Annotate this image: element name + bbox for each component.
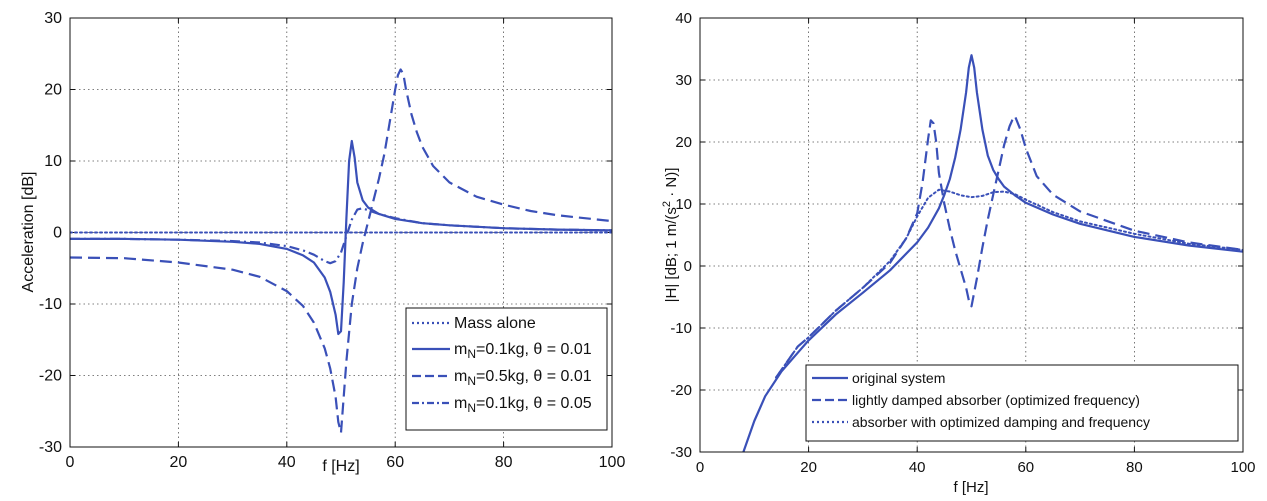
y-tick-label: -10 (670, 320, 692, 337)
y-tick-label: -20 (39, 368, 62, 385)
x-tick-label: 100 (1230, 459, 1255, 476)
axes-frame (699, 17, 1244, 453)
series-line-2 (70, 139, 612, 336)
legend-sub: N (467, 374, 476, 388)
x-tick-label: 0 (696, 459, 704, 476)
series-line-3 (775, 188, 1243, 379)
y-tick-label: -10 (39, 296, 62, 313)
x-tick-label: 20 (800, 459, 817, 476)
y-tick-label: 40 (675, 10, 692, 27)
y-tick-label: 30 (44, 10, 62, 27)
chart-1: 0 20 40 60 80 100 -30 -20 -10 0 10 20 30 f [Hz] Accele… (20, 10, 625, 475)
x-tick-label: 60 (386, 454, 404, 471)
x-tick-label: 80 (495, 454, 513, 471)
y-label-part: · N)] (663, 168, 680, 201)
x-tick-label: 20 (170, 454, 188, 471)
legend-rest: =0.1kg, θ = 0.05 (476, 395, 592, 412)
legend-main: m (454, 368, 467, 385)
legend-label-3: mN=0.5kg, θ = 0.01 (454, 368, 592, 388)
legend: original system lightly damped absorber (… (805, 364, 1239, 442)
legend-label-2: lightly damped absorber (optimized frequ… (852, 392, 1140, 408)
x-axis-label: f [Hz] (322, 458, 359, 475)
y-tick-label: 10 (675, 196, 692, 213)
legend-box (805, 364, 1239, 442)
y-axis-label: |H| [dB; 1 m/(s2 · N)] (661, 168, 680, 303)
legend-sub: N (467, 347, 476, 361)
y-tick-label: 20 (44, 82, 62, 99)
x-tick-label: 80 (1126, 459, 1143, 476)
series-line-3 (70, 68, 612, 434)
y-tick-label: -30 (39, 439, 62, 456)
legend-box (405, 307, 608, 431)
y-tick-label: 30 (675, 72, 692, 89)
legend-label-2: mN=0.1kg, θ = 0.01 (454, 341, 592, 361)
legend-main: m (454, 395, 467, 412)
legend-label-1: Mass alone (454, 315, 536, 332)
legend-label-1: original system (852, 370, 945, 386)
series-line-4 (70, 207, 612, 265)
y-label-sup: 2 (661, 201, 673, 207)
y-tick-label: 0 (53, 225, 62, 242)
legend-rest: =0.5kg, θ = 0.01 (476, 368, 592, 385)
legend-main: m (454, 341, 467, 358)
x-axis-label: f [Hz] (953, 479, 988, 496)
legend-rest: =0.1kg, θ = 0.01 (476, 341, 592, 358)
legend-label-3: absorber with optimized damping and freq… (852, 414, 1150, 430)
x-tick-label: 40 (909, 459, 926, 476)
y-label-part: |H| [dB; 1 m/(s (663, 207, 680, 302)
y-axis-label: Acceleration [dB] (20, 172, 37, 293)
series-line-1 (742, 54, 1243, 452)
y-tick-label: -20 (670, 382, 692, 399)
legend-label-4: mN=0.1kg, θ = 0.05 (454, 395, 592, 415)
y-tick-label: 20 (675, 134, 692, 151)
y-tick-label: 10 (44, 153, 62, 170)
x-tick-label: 0 (66, 454, 75, 471)
x-tick-label: 60 (1017, 459, 1034, 476)
y-tick-label: 0 (684, 258, 692, 275)
x-tick-label: 40 (278, 454, 296, 471)
axes-frame (69, 17, 613, 448)
legend-sub: N (467, 401, 476, 415)
x-tick-label: 100 (599, 454, 626, 471)
chart-2: 0 20 40 60 80 100 -30 -20 -10 0 10 20 30 40 f [Hz] |H| … (661, 10, 1256, 496)
y-tick-label: -30 (670, 444, 692, 461)
